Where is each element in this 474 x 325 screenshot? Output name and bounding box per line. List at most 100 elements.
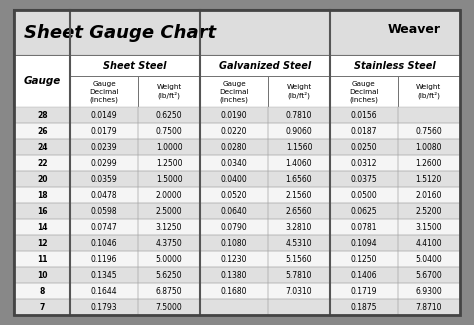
Text: 5.6250: 5.6250 bbox=[156, 271, 182, 280]
Text: 7: 7 bbox=[39, 303, 45, 312]
Text: Gauge
Decimal
(inches): Gauge Decimal (inches) bbox=[219, 81, 249, 103]
Text: 0.0312: 0.0312 bbox=[351, 159, 377, 168]
Text: 0.0359: 0.0359 bbox=[91, 175, 118, 184]
Text: Gauge
Decimal
(inches): Gauge Decimal (inches) bbox=[90, 81, 119, 103]
FancyBboxPatch shape bbox=[70, 55, 200, 76]
Text: 12: 12 bbox=[37, 239, 47, 248]
Text: 22: 22 bbox=[37, 159, 47, 168]
Text: 5.0400: 5.0400 bbox=[415, 255, 442, 264]
Text: 0.1230: 0.1230 bbox=[221, 255, 247, 264]
Text: Weaver: Weaver bbox=[388, 23, 441, 36]
Text: 0.0190: 0.0190 bbox=[221, 111, 247, 120]
Text: 0.0250: 0.0250 bbox=[351, 143, 377, 152]
Text: 0.7560: 0.7560 bbox=[415, 127, 442, 136]
Text: 0.0239: 0.0239 bbox=[91, 143, 118, 152]
Text: 26: 26 bbox=[37, 127, 47, 136]
Text: 7.5000: 7.5000 bbox=[156, 303, 182, 312]
Text: 1.1560: 1.1560 bbox=[286, 143, 312, 152]
Text: Weight
(lb/ft²): Weight (lb/ft²) bbox=[156, 84, 182, 99]
FancyBboxPatch shape bbox=[14, 155, 460, 171]
Text: 0.0640: 0.0640 bbox=[221, 207, 247, 216]
Text: 24: 24 bbox=[37, 143, 47, 152]
Text: 0.0156: 0.0156 bbox=[351, 111, 377, 120]
FancyBboxPatch shape bbox=[14, 299, 460, 315]
Text: 1.4060: 1.4060 bbox=[286, 159, 312, 168]
FancyBboxPatch shape bbox=[14, 283, 460, 299]
FancyBboxPatch shape bbox=[14, 10, 460, 55]
Text: 0.0375: 0.0375 bbox=[350, 175, 377, 184]
Text: 0.0220: 0.0220 bbox=[221, 127, 247, 136]
Text: 0.1046: 0.1046 bbox=[91, 239, 118, 248]
Text: Sheet Steel: Sheet Steel bbox=[103, 61, 167, 71]
Text: 0.0747: 0.0747 bbox=[91, 223, 118, 232]
Text: Galvanized Steel: Galvanized Steel bbox=[219, 61, 311, 71]
Text: 3.2810: 3.2810 bbox=[286, 223, 312, 232]
FancyBboxPatch shape bbox=[14, 267, 460, 283]
Text: 3.1500: 3.1500 bbox=[416, 223, 442, 232]
Text: 0.6250: 0.6250 bbox=[156, 111, 182, 120]
Text: 5.0000: 5.0000 bbox=[156, 255, 182, 264]
Text: Weight
(lb/ft²): Weight (lb/ft²) bbox=[416, 84, 441, 99]
Text: 6.8750: 6.8750 bbox=[156, 287, 182, 296]
Text: 0.9060: 0.9060 bbox=[286, 127, 312, 136]
Text: 0.0149: 0.0149 bbox=[91, 111, 118, 120]
Text: Gauge
Decimal
(inches): Gauge Decimal (inches) bbox=[349, 81, 379, 103]
Text: 2.0160: 2.0160 bbox=[416, 191, 442, 200]
Text: 0.1196: 0.1196 bbox=[91, 255, 118, 264]
FancyBboxPatch shape bbox=[70, 76, 138, 107]
Text: 5.6700: 5.6700 bbox=[415, 271, 442, 280]
FancyBboxPatch shape bbox=[200, 55, 330, 76]
Text: 0.1793: 0.1793 bbox=[91, 303, 118, 312]
Text: 18: 18 bbox=[37, 191, 47, 200]
Text: 2.0000: 2.0000 bbox=[156, 191, 182, 200]
Text: 1.2500: 1.2500 bbox=[156, 159, 182, 168]
Text: 0.1380: 0.1380 bbox=[221, 271, 247, 280]
Text: 0.0179: 0.0179 bbox=[91, 127, 118, 136]
Text: 0.1406: 0.1406 bbox=[351, 271, 377, 280]
Text: 4.5310: 4.5310 bbox=[286, 239, 312, 248]
Text: 0.1719: 0.1719 bbox=[351, 287, 377, 296]
Text: Stainless Steel: Stainless Steel bbox=[354, 61, 436, 71]
FancyBboxPatch shape bbox=[14, 107, 460, 123]
Text: 3.1250: 3.1250 bbox=[156, 223, 182, 232]
Text: 4.4100: 4.4100 bbox=[416, 239, 442, 248]
Text: 0.0781: 0.0781 bbox=[351, 223, 377, 232]
Text: 1.0000: 1.0000 bbox=[156, 143, 182, 152]
FancyBboxPatch shape bbox=[268, 76, 330, 107]
Text: 0.0187: 0.0187 bbox=[351, 127, 377, 136]
FancyBboxPatch shape bbox=[14, 139, 460, 155]
Text: 0.0400: 0.0400 bbox=[221, 175, 247, 184]
Text: Gauge: Gauge bbox=[24, 76, 61, 86]
FancyBboxPatch shape bbox=[14, 171, 460, 187]
Text: 0.7810: 0.7810 bbox=[286, 111, 312, 120]
Text: 1.5000: 1.5000 bbox=[156, 175, 182, 184]
Text: 2.1560: 2.1560 bbox=[286, 191, 312, 200]
Text: 2.6560: 2.6560 bbox=[286, 207, 312, 216]
Text: 5.1560: 5.1560 bbox=[286, 255, 312, 264]
Text: 0.7500: 0.7500 bbox=[156, 127, 182, 136]
Text: 7.8710: 7.8710 bbox=[416, 303, 442, 312]
Text: 0.0280: 0.0280 bbox=[221, 143, 247, 152]
Text: 1.0080: 1.0080 bbox=[416, 143, 442, 152]
Text: 20: 20 bbox=[37, 175, 47, 184]
Text: 11: 11 bbox=[37, 255, 47, 264]
FancyBboxPatch shape bbox=[14, 123, 460, 139]
FancyBboxPatch shape bbox=[200, 76, 268, 107]
FancyBboxPatch shape bbox=[14, 203, 460, 219]
Text: 0.0340: 0.0340 bbox=[221, 159, 247, 168]
Text: 16: 16 bbox=[37, 207, 47, 216]
Text: 14: 14 bbox=[37, 223, 47, 232]
Text: 0.1875: 0.1875 bbox=[351, 303, 377, 312]
Text: 5.7810: 5.7810 bbox=[286, 271, 312, 280]
FancyBboxPatch shape bbox=[14, 235, 460, 251]
Text: 7.0310: 7.0310 bbox=[286, 287, 312, 296]
Text: 0.1680: 0.1680 bbox=[221, 287, 247, 296]
Text: 4.3750: 4.3750 bbox=[156, 239, 182, 248]
Text: 2.5000: 2.5000 bbox=[156, 207, 182, 216]
Text: 0.1250: 0.1250 bbox=[351, 255, 377, 264]
FancyBboxPatch shape bbox=[14, 55, 70, 107]
Text: 1.2600: 1.2600 bbox=[416, 159, 442, 168]
Text: 1.6560: 1.6560 bbox=[286, 175, 312, 184]
FancyBboxPatch shape bbox=[398, 76, 460, 107]
Text: 0.0478: 0.0478 bbox=[91, 191, 118, 200]
